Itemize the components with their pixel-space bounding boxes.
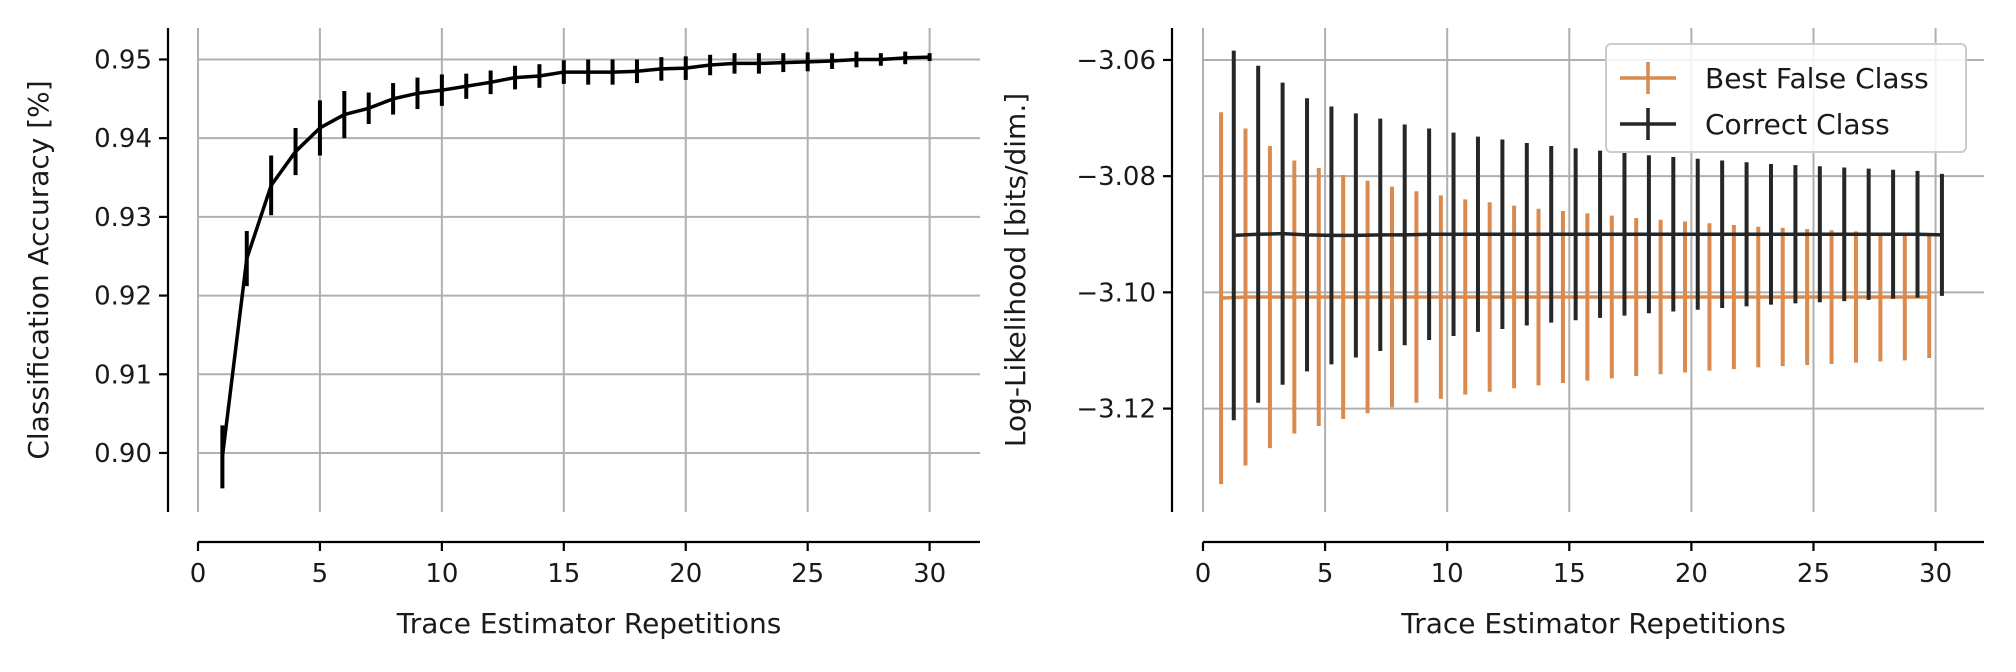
legend-box bbox=[1605, 43, 1967, 153]
x-tick-label: 30 bbox=[1919, 559, 1952, 589]
x-tick-label: 0 bbox=[190, 559, 207, 589]
y-tick-label: 0.93 bbox=[94, 203, 152, 233]
x-tick-label: 15 bbox=[547, 559, 580, 589]
legend-label: Best False Class bbox=[1705, 62, 1929, 95]
y-tick-label: 0.91 bbox=[94, 360, 152, 390]
x-tick-label: 20 bbox=[1675, 559, 1708, 589]
x-tick-label: 0 bbox=[1195, 559, 1212, 589]
y-tick-label: 0.94 bbox=[94, 124, 152, 154]
series-0 bbox=[220, 51, 932, 489]
x-tick-label: 5 bbox=[1317, 559, 1334, 589]
series-1 bbox=[1231, 50, 1944, 421]
y-tick-label: −3.08 bbox=[1076, 162, 1156, 192]
series-line bbox=[220, 55, 930, 458]
x-axis-label: Trace Estimator Repetitions bbox=[396, 607, 782, 640]
x-tick-label: 10 bbox=[1431, 559, 1464, 589]
y-axis-label: Log-Likelihood [bits/dim.] bbox=[999, 93, 1032, 447]
x-tick-label: 10 bbox=[425, 559, 458, 589]
y-tick-label: 0.95 bbox=[94, 45, 152, 75]
x-tick-label: 20 bbox=[669, 559, 702, 589]
x-tick-label: 30 bbox=[913, 559, 946, 589]
x-axis-label: Trace Estimator Repetitions bbox=[1400, 607, 1786, 640]
y-tick-label: −3.10 bbox=[1076, 278, 1156, 308]
x-tick-label: 15 bbox=[1553, 559, 1586, 589]
y-axis-label: Classification Accuracy [%] bbox=[22, 80, 55, 459]
y-tick-label: −3.12 bbox=[1076, 395, 1156, 425]
legend-label: Correct Class bbox=[1705, 108, 1890, 141]
y-tick-label: 0.92 bbox=[94, 282, 152, 312]
y-tick-label: 0.90 bbox=[94, 439, 152, 469]
x-tick-label: 5 bbox=[312, 559, 329, 589]
y-tick-label: −3.06 bbox=[1076, 46, 1156, 76]
x-tick-label: 25 bbox=[1797, 559, 1830, 589]
series-line bbox=[1233, 231, 1942, 238]
x-tick-label: 25 bbox=[791, 559, 824, 589]
accuracy-chart: 0 5 10 15 20 25 30 0.90 0.91 0.92 0.93 0.94 0.95 Trac… bbox=[22, 28, 980, 640]
log-likelihood-chart: 0 5 10 15 20 25 30 −3.06 −3.08 −3.10 −3.12 Trace Es… bbox=[999, 28, 1984, 640]
legend: Best False Class Correct Class bbox=[1605, 43, 1967, 153]
